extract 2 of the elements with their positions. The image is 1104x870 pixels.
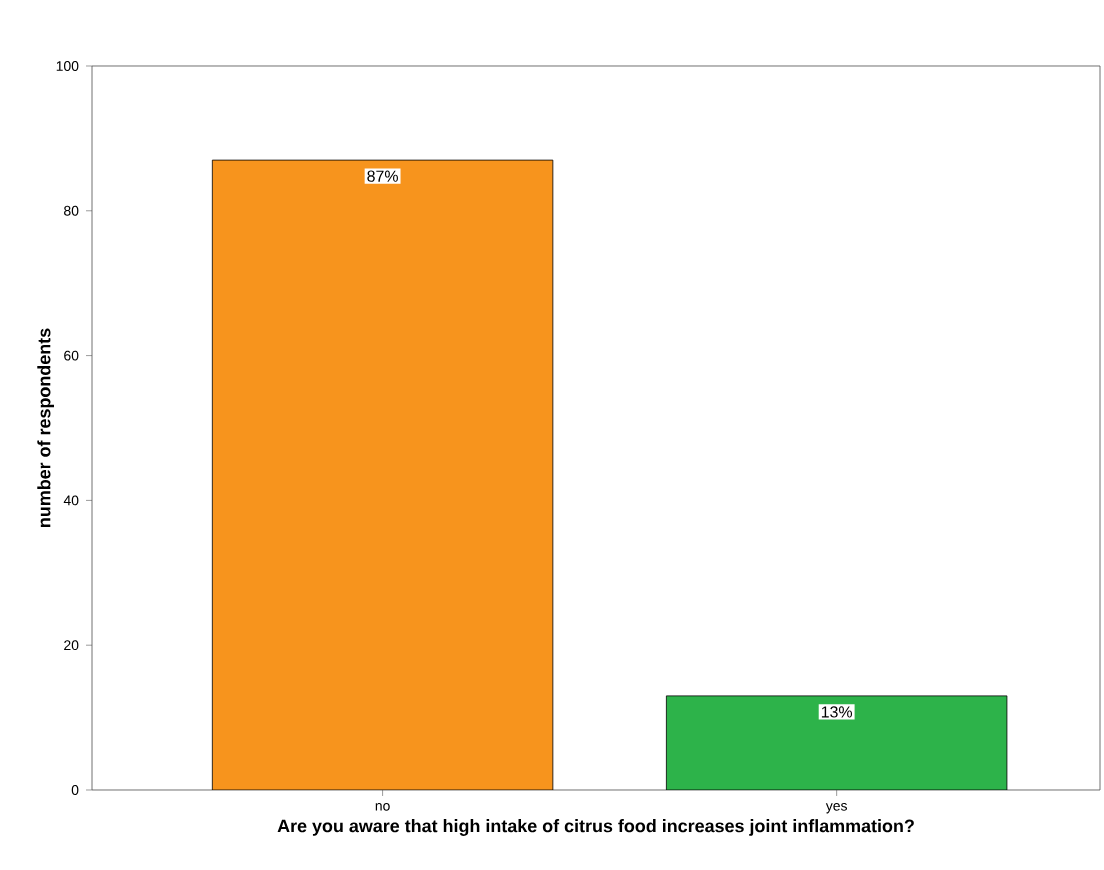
x-axis-title: Are you aware that high intake of citrus food increases joint inflammation? <box>277 819 914 836</box>
y-axis-title: number of respondents <box>37 328 54 527</box>
